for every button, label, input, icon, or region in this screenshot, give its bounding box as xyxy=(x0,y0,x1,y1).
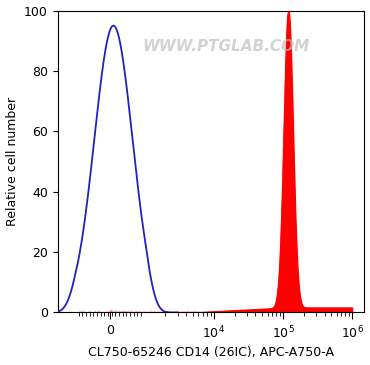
Text: WWW.PTGLAB.COM: WWW.PTGLAB.COM xyxy=(143,39,310,54)
Y-axis label: Relative cell number: Relative cell number xyxy=(6,97,18,226)
X-axis label: CL750-65246 CD14 (26IC), APC-A750-A: CL750-65246 CD14 (26IC), APC-A750-A xyxy=(88,346,334,360)
